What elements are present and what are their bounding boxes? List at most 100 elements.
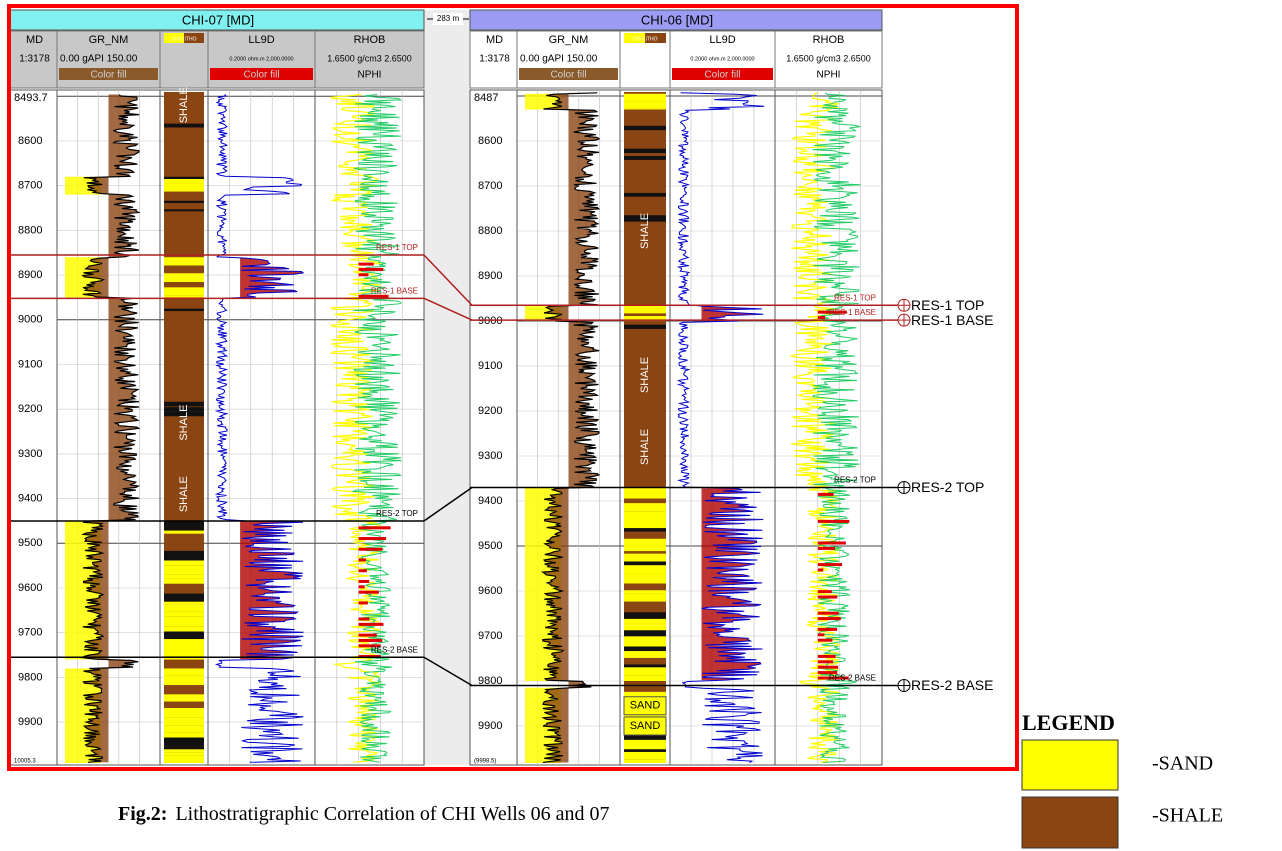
depth-label: (9998.5)	[474, 759, 496, 765]
scale-label: 1.6500 g/cm3 2.6500	[786, 53, 871, 63]
litho-label: SHALE	[639, 357, 651, 393]
litho-band	[164, 543, 204, 551]
rhob-fill	[817, 541, 846, 545]
depth-label: 9100	[18, 358, 42, 370]
rhob-fill	[817, 676, 849, 680]
rhob-fill	[817, 310, 847, 314]
rhob-fill	[817, 611, 839, 615]
scale-label: 0.00 gAPI 150.00	[60, 54, 138, 65]
litho-band	[624, 601, 666, 606]
litho-band	[164, 626, 204, 632]
litho-band	[624, 657, 666, 665]
depth-label: 9600	[478, 585, 502, 597]
litho-band	[164, 560, 204, 566]
rhob-fill	[817, 595, 838, 599]
litho-label: SHALE	[178, 87, 190, 123]
scale-label: 0.2000 ohm.m 2,000.0000	[229, 56, 293, 62]
correlation-label: RES-2 BASE	[911, 677, 993, 693]
litho-band	[164, 123, 204, 128]
scale-label: 1.6500 g/cm3 2.6500	[327, 53, 412, 63]
litho-band	[624, 593, 666, 600]
column-header: LL9D	[248, 34, 274, 46]
depth-label: 9800	[18, 671, 42, 683]
depth-label: 9000	[18, 314, 42, 326]
column-header: GR_NM	[89, 34, 129, 46]
litho-band	[624, 101, 666, 109]
litho-band	[624, 148, 666, 154]
rhob-fill	[817, 563, 843, 567]
litho-band	[624, 492, 666, 499]
litho-band	[164, 583, 204, 594]
depth-label: 9000	[478, 315, 502, 327]
litho-label: SAND	[630, 700, 661, 712]
litho-band	[164, 701, 204, 708]
litho-band	[164, 717, 204, 726]
correlation-label: RES-1 BASE	[911, 312, 993, 328]
legend-title: LEGEND	[1022, 710, 1115, 735]
rhob-fill	[817, 316, 826, 320]
litho-band	[624, 612, 666, 619]
correlation-line	[423, 254, 473, 306]
litho-band	[624, 618, 666, 624]
correlation-line	[423, 297, 473, 321]
litho-band	[164, 530, 204, 534]
litho-band	[164, 725, 204, 733]
ll9d-fill	[240, 258, 304, 298]
legend-swatch-shale	[1021, 796, 1119, 849]
depth-label: 8700	[478, 180, 502, 192]
litho-band	[164, 257, 204, 266]
litho-band	[624, 503, 666, 512]
rhob-fill	[358, 638, 383, 642]
rhob-fill	[817, 492, 834, 496]
litho-band	[624, 538, 666, 546]
rhob-fill	[358, 601, 368, 605]
litho-band	[164, 668, 204, 676]
depth-label: 8600	[18, 135, 42, 147]
litho-band	[164, 209, 204, 212]
depth-label: 9900	[478, 720, 502, 732]
rhob-fill	[358, 294, 389, 298]
fill-label: Color fill	[90, 70, 126, 81]
litho-band	[164, 749, 204, 753]
litho-band	[624, 590, 666, 594]
rhob-fill	[358, 526, 391, 530]
litho-band	[624, 651, 666, 658]
litho-band	[624, 623, 666, 631]
depth-label: 9800	[478, 675, 502, 687]
column-header: LL9D	[709, 34, 735, 46]
depth-label: 9500	[18, 537, 42, 549]
litho-band	[624, 313, 666, 317]
fill-label: Color fill	[704, 70, 740, 81]
fill-label: NPHI	[358, 70, 382, 81]
litho-band	[624, 553, 666, 562]
fill-label: NPHI	[817, 70, 841, 81]
scale-label: 1:3178	[479, 54, 510, 65]
litho-band	[624, 691, 666, 699]
litho-band	[164, 752, 204, 756]
depth-label: 9700	[18, 627, 42, 639]
distance-label: 283 m	[437, 14, 460, 23]
fill-label: Color fill	[550, 70, 586, 81]
litho-label: SAND	[630, 720, 661, 732]
rhob-fill	[358, 622, 384, 626]
depth-label: 9400	[478, 495, 502, 507]
litho-band	[164, 737, 204, 747]
rhob-fill	[817, 633, 825, 637]
fill-header	[519, 68, 618, 80]
litho-band	[164, 308, 204, 312]
marker-label: RES-1 BASE	[829, 308, 876, 317]
correlation-line	[423, 486, 473, 522]
litho-band	[164, 176, 204, 179]
litho-band	[164, 191, 204, 195]
well-title: CHI-07 [MD]	[182, 12, 254, 27]
rhob-curve	[351, 94, 403, 763]
gr-curve	[541, 92, 601, 764]
litho-label: SHALE	[639, 213, 651, 249]
litho-band	[624, 751, 666, 760]
litho-band	[624, 630, 666, 637]
marker-label: RES-2 BASE	[829, 674, 876, 683]
legend-swatch-sand	[1021, 739, 1119, 791]
litho-band	[164, 694, 204, 702]
litho-band	[624, 108, 666, 110]
